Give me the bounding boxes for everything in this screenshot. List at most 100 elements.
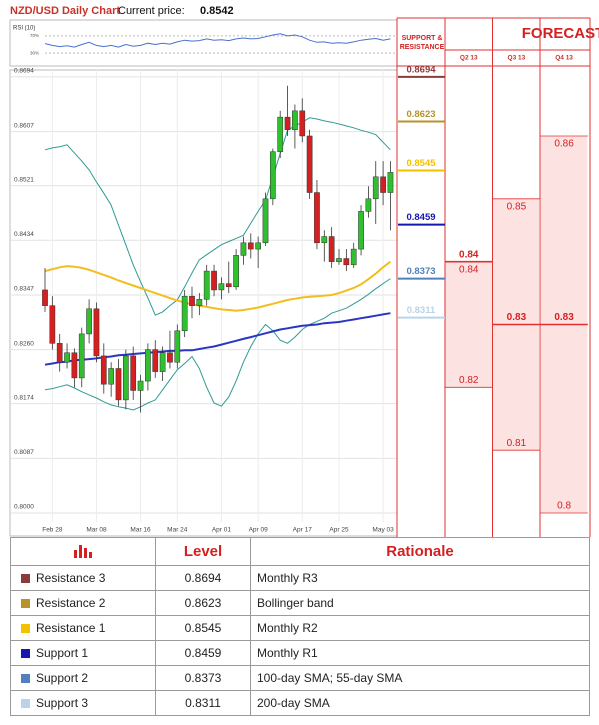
forecast-low-label: 0.82 — [459, 375, 479, 386]
name-cell: Resistance 3 — [10, 565, 156, 591]
y-tick-label: 0.8694 — [14, 68, 34, 75]
bar-icon — [74, 544, 92, 558]
candle-body — [350, 248, 357, 266]
name-cell: Support 1 — [10, 640, 156, 666]
candle-body — [387, 172, 394, 193]
table-row: Support 2 0.8373 100-day SMA; 55-day SMA — [10, 665, 590, 691]
y-tick-label: 0.8260 — [14, 340, 34, 347]
rationale: Bollinger band — [250, 590, 590, 616]
overlay-line — [44, 278, 391, 411]
table-row: Support 3 0.8311 200-day SMA — [10, 690, 590, 716]
candle-body — [299, 110, 306, 137]
current-price: 0.8542 — [200, 5, 234, 17]
swatch — [21, 574, 30, 583]
candle-body — [78, 333, 85, 379]
level-value: 0.8459 — [155, 640, 251, 666]
candle-body — [372, 176, 379, 200]
level-value: 0.8694 — [155, 565, 251, 591]
levels-header: SUPPORT & RESISTANCE — [399, 35, 445, 51]
table-row: Resistance 3 0.8694 Monthly R3 — [10, 565, 590, 591]
candle-body — [328, 236, 335, 262]
level-name: Support 1 — [36, 646, 89, 660]
swatch — [21, 599, 30, 608]
icon-cell — [10, 537, 156, 566]
rsi-tick-label: 70% — [30, 33, 39, 38]
table-row: Resistance 2 0.8623 Bollinger band — [10, 590, 590, 616]
level-name: Support 2 — [36, 671, 89, 685]
x-tick-label: Feb 28 — [42, 527, 63, 534]
name-cell: Support 2 — [10, 665, 156, 691]
candle-body — [93, 308, 100, 357]
forecast-median-label: 0.83 — [554, 312, 574, 323]
level-label: 0.8694 — [406, 64, 436, 75]
candle-body — [225, 283, 232, 288]
candle-body — [284, 116, 291, 130]
candle-body — [115, 368, 122, 401]
overlay-line — [44, 260, 392, 312]
level-value: 0.8545 — [155, 615, 251, 641]
candle-body — [218, 283, 225, 291]
x-tick-label: Apr 25 — [329, 527, 349, 534]
y-tick-label: 0.8521 — [14, 176, 34, 183]
swatch — [21, 699, 30, 708]
swatch — [21, 649, 30, 658]
level-value: 0.8373 — [155, 665, 251, 691]
candle-body — [358, 211, 364, 250]
level-label: 0.8545 — [406, 158, 436, 169]
forecast-range — [445, 261, 492, 388]
candle-body — [152, 349, 159, 372]
candle-body — [174, 330, 181, 363]
column-header: Rationale — [250, 537, 590, 566]
level-label: 0.8459 — [406, 212, 435, 223]
rationale: 200-day SMA — [250, 690, 590, 716]
level-label: 0.8623 — [406, 109, 435, 120]
quarter-label: Q2 13 — [460, 55, 478, 62]
candle-body — [123, 355, 129, 401]
x-tick-label: Mar 24 — [167, 527, 188, 534]
levels-table: Level Rationale Resistance 3 0.8694 Monthl… — [10, 537, 590, 716]
candle-body — [100, 355, 107, 385]
x-tick-label: Mar 08 — [86, 527, 107, 534]
chart-title: NZD/USD Daily Chart — [10, 5, 120, 17]
candle-body — [86, 308, 92, 335]
level-name: Resistance 3 — [36, 571, 106, 585]
candle-body — [108, 368, 115, 385]
current-price-label: Current price: — [118, 5, 185, 17]
candle-body — [211, 270, 217, 291]
name-cell: Resistance 2 — [10, 590, 156, 616]
candle-body — [137, 380, 144, 391]
x-tick-label: Mar 16 — [130, 527, 151, 534]
x-tick-label: Apr 01 — [212, 527, 232, 534]
candle-body — [247, 242, 254, 250]
forecasts-title: FORECASTS — [522, 25, 599, 42]
y-tick-label: 0.8434 — [14, 231, 34, 238]
forecast-high-label: 0.86 — [554, 139, 574, 150]
table-body: Resistance 3 0.8694 Monthly R3 Resistance 2… — [10, 565, 590, 716]
candle-body — [64, 352, 70, 363]
forecast-low-label: 0.81 — [507, 438, 527, 449]
candle-body — [277, 116, 284, 152]
candle-body — [314, 192, 320, 244]
x-tick-label: May 03 — [372, 527, 394, 534]
rsi-line — [44, 33, 391, 48]
forecast-median-label: 0.84 — [459, 249, 479, 260]
x-tick-label: Apr 17 — [293, 527, 313, 534]
candle-body — [233, 255, 239, 288]
candle-body — [196, 299, 203, 306]
candle-body — [262, 198, 269, 244]
candle-body — [365, 198, 372, 212]
y-tick-label: 0.8174 — [14, 394, 34, 401]
level-name: Resistance 1 — [36, 621, 106, 635]
candle-body — [336, 258, 342, 262]
y-tick-label: 0.8347 — [14, 286, 34, 293]
quarter-label: Q3 13 — [508, 55, 526, 62]
candle-body — [380, 176, 386, 193]
forecast-low-label: 0.8 — [557, 501, 571, 512]
name-cell: Resistance 1 — [10, 615, 156, 641]
column-header: Level — [155, 537, 251, 566]
table-row: Resistance 1 0.8545 Monthly R2 — [10, 615, 590, 641]
table-header: Level Rationale — [10, 537, 590, 566]
candle-body — [343, 258, 350, 266]
forecast-median-label: 0.83 — [507, 312, 527, 323]
